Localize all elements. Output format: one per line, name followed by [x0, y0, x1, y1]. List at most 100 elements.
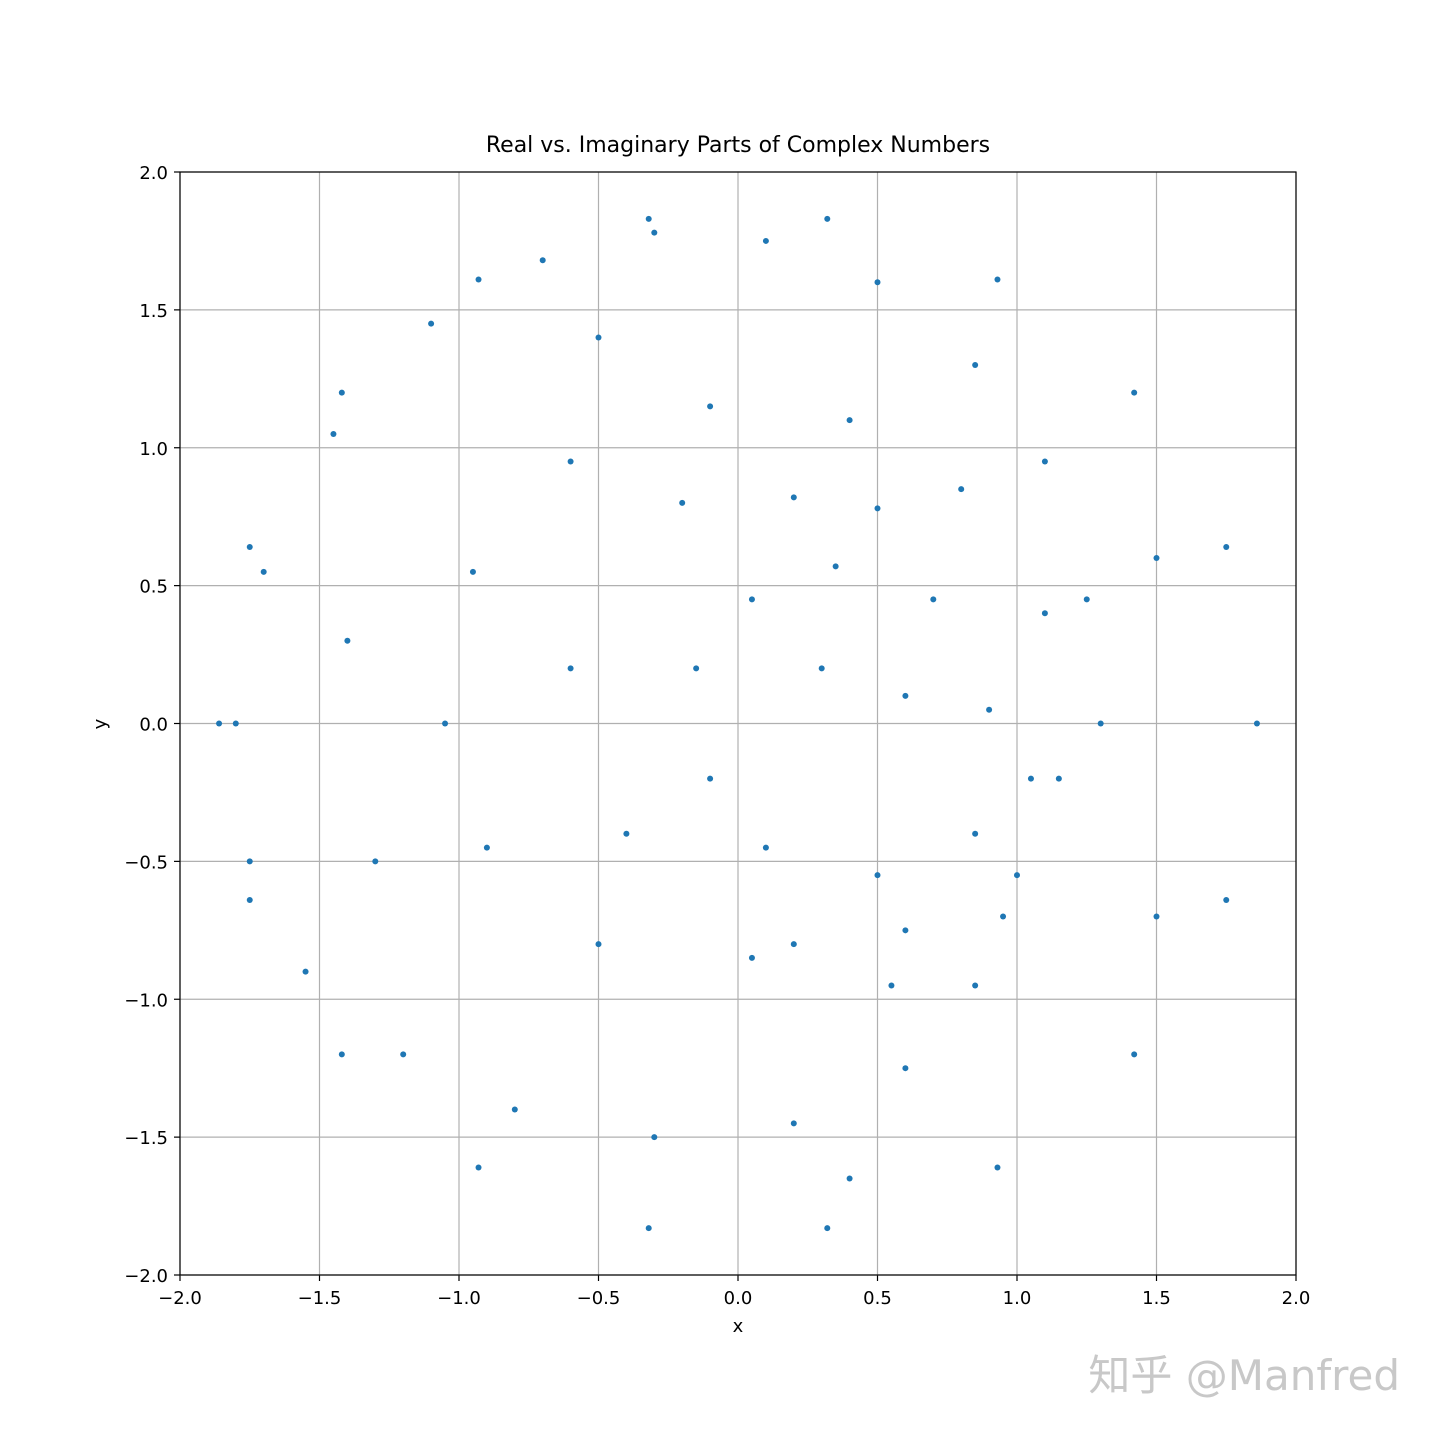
point — [651, 1134, 658, 1141]
point — [246, 544, 253, 551]
point — [645, 215, 652, 222]
point — [986, 706, 993, 713]
y-tick-label: 0.5 — [139, 577, 168, 598]
point — [707, 403, 714, 410]
point — [539, 257, 546, 264]
point — [469, 568, 476, 575]
y-axis-label: y — [90, 718, 111, 729]
point — [595, 334, 602, 341]
x-tick-label: −1.0 — [437, 1288, 481, 1309]
y-tick-label: −0.5 — [124, 852, 168, 873]
point — [1131, 389, 1138, 396]
point — [748, 596, 755, 603]
watermark: 知乎 @Manfred — [1088, 1351, 1400, 1400]
point — [1131, 1051, 1138, 1058]
point — [232, 720, 239, 727]
point — [994, 276, 1001, 283]
point — [475, 276, 482, 283]
point — [475, 1164, 482, 1171]
point — [338, 389, 345, 396]
point — [748, 954, 755, 961]
point — [1253, 720, 1260, 727]
point — [874, 505, 881, 512]
point — [1223, 896, 1230, 903]
point — [260, 568, 267, 575]
point — [302, 968, 309, 975]
x-tick-label: 0.5 — [863, 1288, 892, 1309]
x-tick-label: 1.5 — [1142, 1288, 1171, 1309]
point — [567, 458, 574, 465]
x-tick-label: 2.0 — [1282, 1288, 1311, 1309]
plot-frame — [179, 171, 1297, 1276]
point — [930, 596, 937, 603]
point — [1014, 872, 1020, 879]
point — [790, 1120, 797, 1127]
x-axis-label: x — [733, 1316, 744, 1337]
point — [1153, 555, 1160, 562]
point — [1000, 913, 1007, 920]
point — [1041, 610, 1048, 617]
point — [824, 215, 831, 222]
point — [693, 665, 700, 672]
point — [344, 637, 351, 644]
point — [338, 1051, 345, 1058]
x-tick-label: −0.5 — [577, 1288, 621, 1309]
point — [888, 982, 895, 989]
y-tick-label: 1.0 — [139, 439, 168, 460]
x-tick-label: 1.0 — [1003, 1288, 1032, 1309]
point — [762, 237, 769, 244]
point — [902, 1065, 909, 1072]
point — [790, 494, 797, 501]
point — [1083, 596, 1090, 603]
point — [1153, 913, 1160, 920]
point — [246, 858, 253, 865]
y-tick-label: −2.0 — [124, 1266, 168, 1287]
point — [216, 720, 223, 727]
point — [762, 844, 769, 851]
point — [442, 720, 449, 727]
point — [818, 665, 825, 672]
point — [902, 692, 909, 699]
point — [902, 927, 909, 934]
point — [1041, 458, 1048, 465]
point — [1223, 544, 1230, 551]
x-tick-label: 0.0 — [724, 1288, 753, 1309]
point — [679, 499, 686, 506]
point — [874, 872, 881, 879]
x-tick-label: −1.5 — [298, 1288, 342, 1309]
point — [824, 1225, 831, 1232]
point — [707, 775, 714, 782]
point — [994, 1164, 1001, 1171]
point — [595, 941, 602, 948]
y-tick-label: 1.5 — [139, 301, 168, 322]
point — [832, 563, 839, 570]
y-tick-label: −1.0 — [124, 990, 168, 1011]
point — [246, 896, 253, 903]
point — [972, 830, 979, 837]
point — [511, 1106, 518, 1113]
point — [972, 362, 979, 369]
point — [1027, 775, 1034, 782]
point — [567, 665, 574, 672]
point — [874, 279, 881, 286]
x-tick-label: −2.0 — [158, 1288, 202, 1309]
point — [645, 1225, 652, 1232]
y-tick-label: 2.0 — [139, 163, 168, 184]
y-tick-label: 0.0 — [139, 715, 168, 736]
point — [1055, 775, 1062, 782]
point — [400, 1051, 407, 1058]
point — [972, 982, 979, 989]
y-tick-label: −1.5 — [124, 1128, 168, 1149]
point — [846, 1175, 853, 1182]
point — [483, 844, 490, 851]
point — [958, 486, 965, 493]
chart-title: Real vs. Imaginary Parts of Complex Numb… — [486, 133, 990, 158]
point — [846, 417, 853, 424]
point — [623, 830, 630, 837]
point — [428, 320, 435, 327]
point — [372, 858, 379, 865]
point — [330, 430, 337, 437]
point — [1097, 720, 1104, 727]
point — [790, 941, 797, 948]
